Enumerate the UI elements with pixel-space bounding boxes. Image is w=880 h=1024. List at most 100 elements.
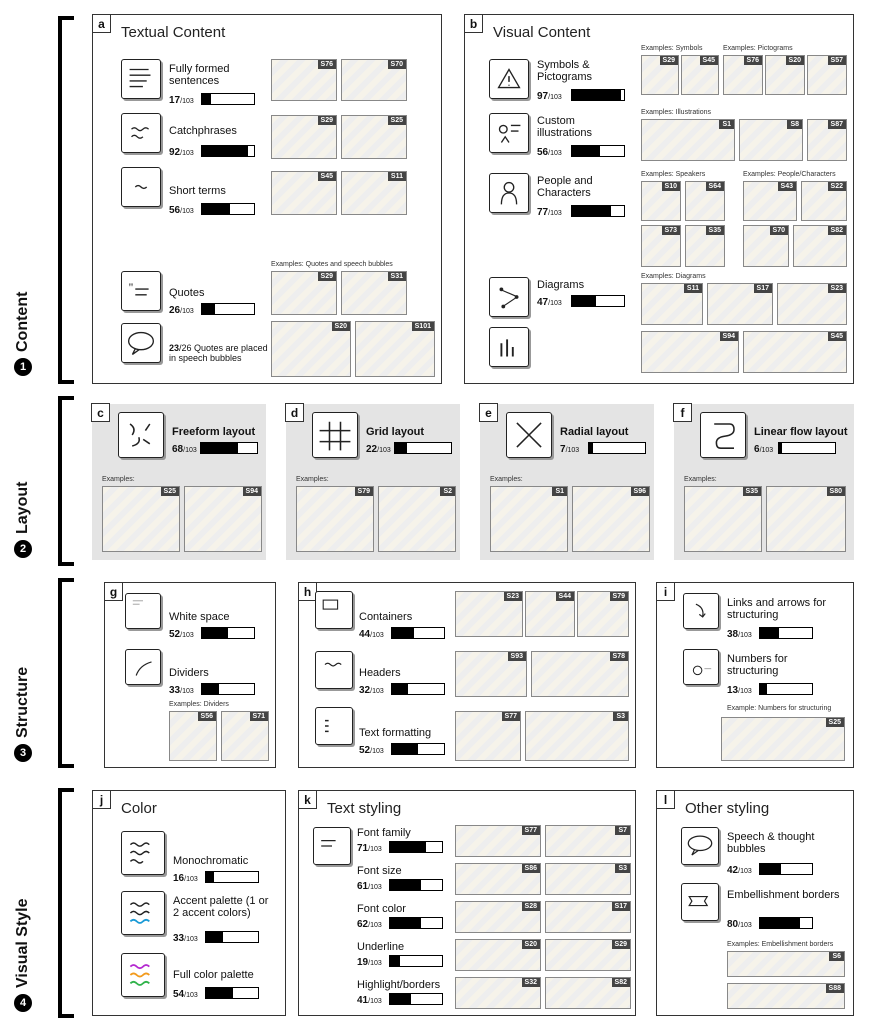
item-label: Containers bbox=[359, 611, 413, 623]
panel-title: Textual Content bbox=[121, 24, 226, 41]
item-count: 62/103 bbox=[357, 919, 382, 930]
full-color-icon bbox=[121, 953, 165, 997]
example-thumbnail: S57 bbox=[807, 55, 847, 95]
example-thumbnail: S6 bbox=[727, 951, 845, 977]
item-label: Quotes bbox=[169, 287, 205, 299]
example-thumbnail: S73 bbox=[641, 225, 681, 267]
count-bar bbox=[391, 683, 445, 695]
count-bar bbox=[571, 205, 625, 217]
example-thumbnail: S43 bbox=[743, 181, 797, 221]
count-bar bbox=[391, 627, 445, 639]
example-thumbnail: S87 bbox=[807, 119, 847, 161]
svg-text:": " bbox=[129, 282, 134, 294]
item-count: 52/103 bbox=[169, 629, 194, 640]
panel-textual-content: a Textual Content Fully formed sentences… bbox=[92, 14, 442, 384]
item-label: Embellishment borders bbox=[727, 889, 840, 901]
item-count: 92/103 bbox=[169, 147, 194, 158]
item-count: 38/103 bbox=[727, 629, 752, 640]
count-bar bbox=[759, 683, 813, 695]
panel-title: Other styling bbox=[685, 800, 770, 817]
examples-label: Examples: Diagrams bbox=[641, 273, 706, 280]
example-thumbnail: S1 bbox=[641, 119, 735, 161]
count-bar bbox=[205, 987, 259, 999]
example-thumbnail: S29 bbox=[641, 55, 679, 95]
example-thumbnail: S94 bbox=[641, 331, 739, 373]
example-thumbnail: S76 bbox=[271, 59, 337, 101]
example-thumbnail: S82 bbox=[793, 225, 847, 267]
example-thumbnail: S29 bbox=[271, 115, 337, 159]
example-thumbnail: S45 bbox=[271, 171, 337, 215]
sentences-icon bbox=[121, 59, 161, 99]
item-count: 61/103 bbox=[357, 881, 382, 892]
number-icon bbox=[683, 649, 719, 685]
example-thumbnail: S56 bbox=[169, 711, 217, 761]
grid-layout-icon bbox=[312, 412, 358, 458]
examples-label: Examples: Symbols bbox=[641, 45, 703, 52]
bar-chart-icon bbox=[489, 327, 529, 367]
item-count: 33/103 bbox=[173, 933, 198, 944]
item-label: Font size bbox=[357, 865, 402, 877]
panel-letter: b bbox=[464, 14, 483, 33]
section-label-content: 1 Content bbox=[14, 292, 32, 376]
panel-links-numbers: i Links and arrows for structuring 38/10… bbox=[656, 582, 854, 768]
linear-flow-icon bbox=[700, 412, 746, 458]
examples-label: Examples: Dividers bbox=[169, 701, 229, 708]
section-label-layout: 2 Layout bbox=[14, 482, 32, 558]
item-label: Highlight/borders bbox=[357, 979, 441, 991]
count-bar bbox=[571, 89, 625, 101]
examples-label: Examples: Illustrations bbox=[641, 109, 712, 116]
example-thumbnail: S45 bbox=[743, 331, 847, 373]
item-label: People and Characters bbox=[537, 175, 593, 199]
examples-label: Examples: Pictograms bbox=[723, 45, 793, 52]
item-count: 80/103 bbox=[727, 919, 752, 930]
item-count: 56/103 bbox=[537, 147, 562, 158]
example-thumbnail: S70 bbox=[341, 59, 407, 101]
count-bar bbox=[759, 863, 813, 875]
example-thumbnail: S20 bbox=[765, 55, 805, 95]
examples-label: Examples: Quotes and speech bubbles bbox=[271, 261, 393, 268]
example-thumbnail: S77 bbox=[455, 711, 521, 761]
examples-label: Examples: Embellishment borders bbox=[727, 941, 834, 948]
example-thumbnail: S71 bbox=[221, 711, 269, 761]
panel-whitespace-dividers: g White space 52/103 Dividers 33/103 Exa… bbox=[104, 582, 276, 768]
item-label: Custom illustrations bbox=[537, 115, 593, 139]
item-count: 32/103 bbox=[359, 685, 384, 696]
text-formatting-icon bbox=[315, 707, 353, 745]
panel-text-styling: k Text styling Font family 71/103 S77 S7 Fon… bbox=[298, 790, 636, 1016]
example-thumbnail: S25 bbox=[721, 717, 845, 761]
count-bar bbox=[201, 683, 255, 695]
example-thumbnail: S17 bbox=[545, 901, 631, 933]
container-icon bbox=[315, 591, 353, 629]
item-label: Short terms bbox=[169, 185, 226, 197]
example-thumbnail: S101 bbox=[355, 321, 435, 377]
item-label: Symbols & Pictograms bbox=[537, 59, 593, 83]
examples-label: Examples: bbox=[102, 476, 135, 483]
example-thumbnail: S17 bbox=[707, 283, 773, 325]
radial-layout-icon bbox=[506, 412, 552, 458]
item-label: Underline bbox=[357, 941, 405, 953]
item-label: Monochromatic bbox=[173, 855, 249, 867]
item-count: 33/103 bbox=[169, 685, 194, 696]
item-count: 41/103 bbox=[357, 995, 382, 1006]
panel-grid-layout: d Grid layout 22/103 Examples: S79 S2 bbox=[285, 403, 460, 560]
panel-title: Visual Content bbox=[493, 24, 591, 41]
illustration-icon bbox=[489, 113, 529, 153]
panel-radial-layout: e Radial layout 7/103 Examples: S1 S96 bbox=[479, 403, 654, 560]
examples-label: Examples: bbox=[296, 476, 329, 483]
layout-title: Linear flow layout bbox=[754, 426, 848, 438]
example-thumbnail: S45 bbox=[681, 55, 719, 95]
text-style-icon bbox=[313, 827, 351, 865]
count-bar bbox=[201, 627, 255, 639]
count-bar bbox=[201, 93, 255, 105]
item-count: 19/103 bbox=[357, 957, 382, 968]
panel-letter: d bbox=[285, 403, 304, 422]
item-label: Diagrams bbox=[537, 279, 585, 291]
count-bar bbox=[200, 442, 258, 454]
panel-letter: c bbox=[91, 403, 110, 422]
count-bar bbox=[205, 931, 259, 943]
layout-bracket bbox=[58, 396, 74, 566]
count-bar bbox=[394, 442, 452, 454]
count-bar bbox=[759, 917, 813, 929]
divider-icon bbox=[125, 649, 161, 685]
item-label: Dividers bbox=[169, 667, 209, 679]
